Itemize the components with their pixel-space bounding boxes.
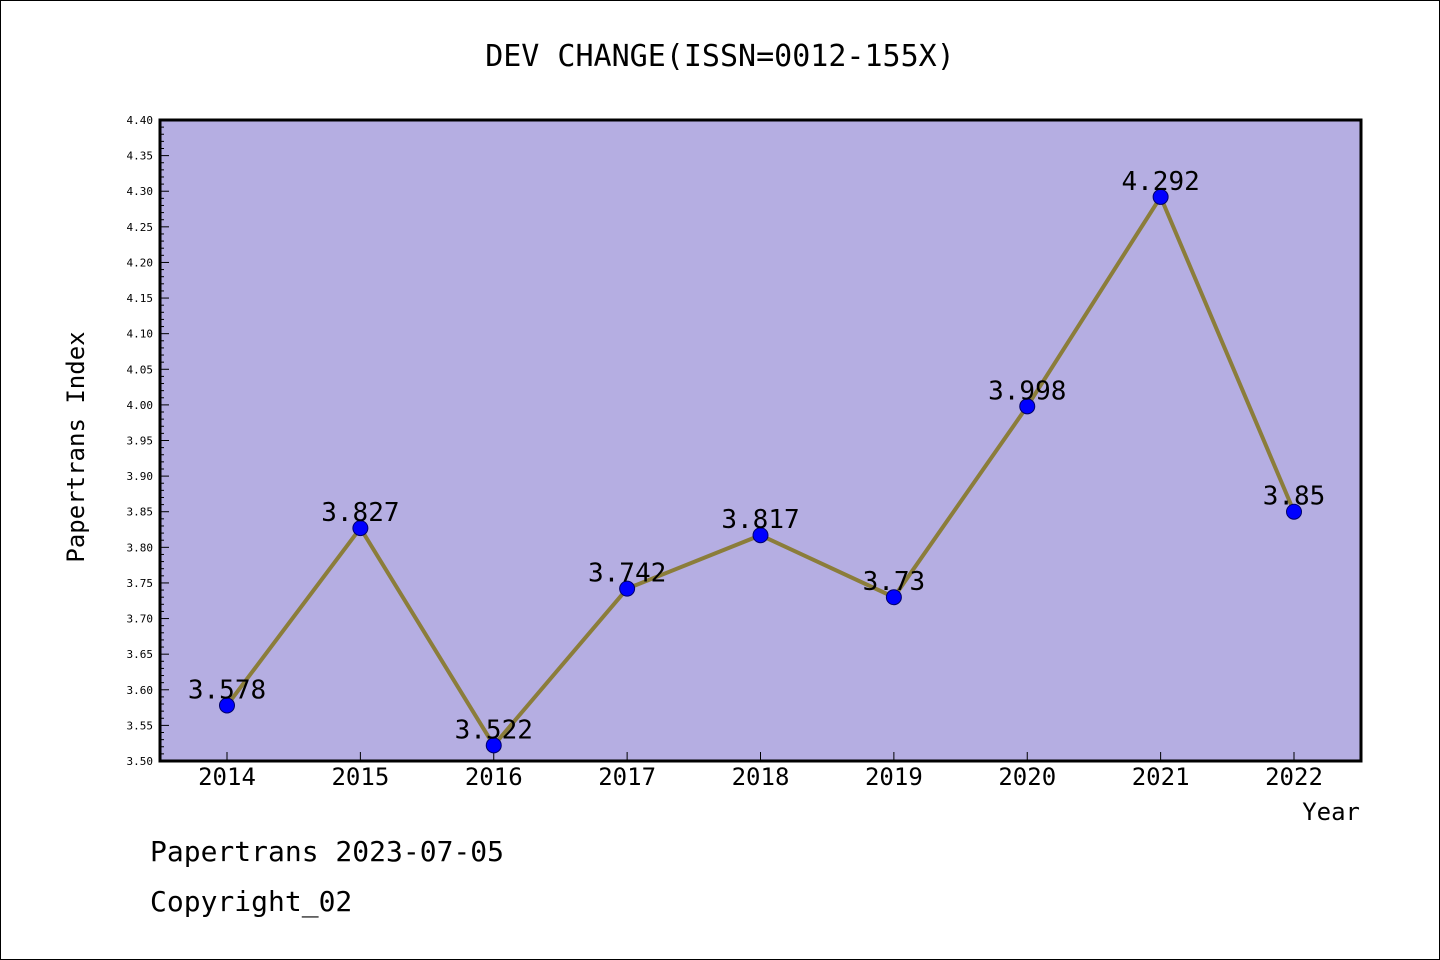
y-tick-label: 3.75: [127, 577, 154, 590]
y-tick-label: 3.95: [127, 435, 154, 448]
x-tick-label: 2022: [1265, 763, 1323, 791]
data-point: [885, 589, 902, 606]
x-tick-label: 2014: [198, 763, 256, 791]
data-label: 3.73: [863, 567, 926, 597]
data-label: 3.998: [988, 376, 1066, 406]
x-axis: 2014 2015 2016 2017 2018 2019 2020 2021 2022: [198, 752, 1323, 791]
x-tick-label: 2015: [331, 763, 389, 791]
data-labels: 3.578 3.827 3.522 3.742 3.817 3.73 3.998 4.292 3…: [188, 167, 1325, 745]
y-tick-label: 4.00: [127, 399, 154, 412]
y-tick-label: 4.15: [127, 292, 154, 305]
y-tick-label: 3.55: [127, 719, 154, 732]
plot-area: [158, 118, 1363, 763]
y-tick-label: 4.40: [127, 114, 154, 127]
x-tick-label: 2019: [865, 763, 923, 791]
data-label: 3.522: [455, 715, 533, 745]
y-tick-label: 3.50: [127, 755, 154, 768]
x-tick-label: 2017: [598, 763, 656, 791]
y-tick-label: 4.05: [127, 363, 154, 376]
data-point: [1152, 188, 1169, 205]
data-point: [1286, 503, 1302, 520]
y-tick-label: 3.80: [127, 541, 154, 554]
y-axis: 3.50 3.55 3.60 3.65 3.70 3.75 3.80 3.85 3.90 3.95…: [127, 114, 169, 768]
data-label: 3.817: [721, 505, 799, 535]
y-tick-label: 4.25: [127, 221, 154, 234]
chart-title: DEV CHANGE(ISSN=0012-155X): [485, 39, 955, 74]
x-axis-label: Year: [1302, 798, 1360, 826]
data-label: 4.292: [1121, 167, 1199, 197]
data-point: [752, 527, 769, 544]
y-axis-label: Papertrans Index: [62, 331, 90, 562]
y-tick-label: 3.65: [127, 648, 154, 661]
y-tick-label: 4.35: [127, 150, 154, 163]
y-tick-label: 4.10: [127, 328, 154, 341]
data-point: [352, 520, 369, 537]
footer-copyright: Copyright_02: [150, 885, 353, 918]
x-tick-label: 2021: [1132, 763, 1190, 791]
data-label: 3.85: [1263, 482, 1326, 512]
data-point: [619, 580, 636, 597]
data-point: [1019, 398, 1036, 415]
y-tick-label: 4.20: [127, 256, 154, 269]
y-tick-label: 3.85: [127, 506, 154, 519]
data-label: 3.742: [588, 559, 666, 589]
data-label: 3.827: [321, 498, 399, 528]
x-tick-label: 2020: [998, 763, 1056, 791]
y-tick-label: 3.60: [127, 684, 154, 697]
data-point: [485, 737, 502, 754]
x-tick-label: 2018: [732, 763, 790, 791]
x-tick-label: 2016: [465, 763, 523, 791]
data-markers: [219, 188, 1302, 754]
y-tick-label: 4.30: [127, 185, 154, 198]
data-point: [219, 697, 235, 714]
y-tick-label: 3.70: [127, 613, 154, 626]
y-tick-label: 3.90: [127, 470, 154, 483]
footer-date: Papertrans 2023-07-05: [150, 835, 505, 868]
data-label: 3.578: [188, 675, 266, 705]
